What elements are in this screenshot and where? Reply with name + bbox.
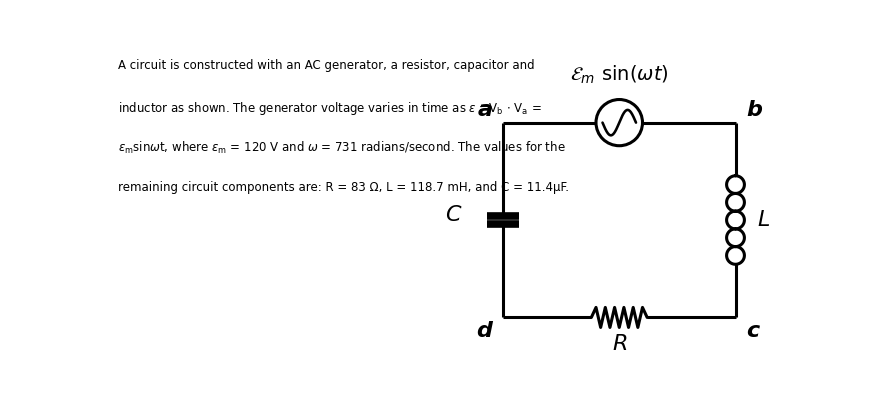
Text: d: d xyxy=(476,321,492,340)
Text: $R$: $R$ xyxy=(612,334,627,354)
Text: $L$: $L$ xyxy=(757,210,771,230)
Text: inductor as shown. The generator voltage varies in time as $\varepsilon$ =V$_\ma: inductor as shown. The generator voltage… xyxy=(118,99,541,116)
Text: A circuit is constructed with an AC generator, a resistor, capacitor and: A circuit is constructed with an AC gene… xyxy=(118,59,534,72)
Text: remaining circuit components are: R = 83 Ω, L = 118.7 mH, and C = 11.4μF.: remaining circuit components are: R = 83… xyxy=(118,181,569,194)
Text: $C$: $C$ xyxy=(446,206,463,226)
Text: c: c xyxy=(747,321,760,340)
Text: b: b xyxy=(747,99,763,119)
Text: a: a xyxy=(477,99,492,119)
Text: $\varepsilon_\mathregular{m}$sin$\omega$t, where $\varepsilon_\mathregular{m}$ =: $\varepsilon_\mathregular{m}$sin$\omega$… xyxy=(118,140,565,156)
Text: $\mathcal{E}_m\ \mathrm{sin}(\omega t)$: $\mathcal{E}_m\ \mathrm{sin}(\omega t)$ xyxy=(570,63,669,86)
